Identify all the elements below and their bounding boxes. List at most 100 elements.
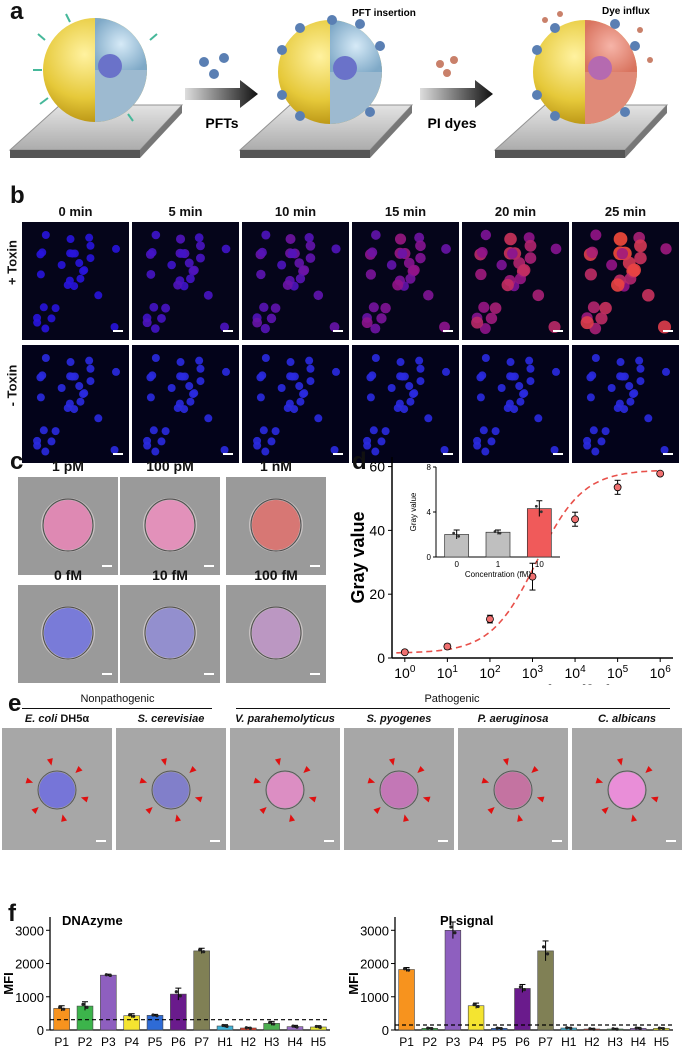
arrow-label-pi-dyes: PI dyes <box>427 115 476 131</box>
bar-P2 <box>76 1001 94 1031</box>
x-tick-label: P2 <box>422 1035 437 1048</box>
annot-pft-insertion: PFT insertion <box>352 8 416 19</box>
inset-y-label: Gray value <box>409 492 418 531</box>
organism-name: C. albicans <box>597 713 657 725</box>
y-tick-label: 60 <box>369 459 385 475</box>
scale-bar <box>666 840 676 842</box>
organism-label-5: C. albicans <box>572 713 682 725</box>
x-tick-label: 105 <box>607 664 629 681</box>
bar-H1 <box>216 1023 234 1031</box>
organism-name: S. pyogenes <box>366 713 432 725</box>
group-line-nonpathogenic <box>22 708 212 709</box>
bar-P7 <box>193 947 210 1031</box>
conc-label-bottom-1: 10 fM <box>152 567 188 583</box>
fit-curve <box>396 469 661 654</box>
cell-schematic-3 <box>493 11 669 158</box>
bar-H3 <box>263 1020 280 1031</box>
x-tick-label: P3 <box>101 1035 116 1048</box>
x-tick-label: P6 <box>515 1035 530 1048</box>
scale-bar <box>204 565 214 567</box>
bar-P5 <box>146 1013 164 1031</box>
chart-f-pi: 0 1000 2000 3000 MFI PI signal P1 P2 P3 P4 P5 P6 P7 H… <box>346 913 673 1048</box>
bar-H4 <box>630 1026 647 1031</box>
bar-P6 <box>170 987 187 1031</box>
scale-bar <box>333 453 343 455</box>
x-tick-label: 106 <box>650 664 672 681</box>
micrograph-minus-toxin-4 <box>462 345 569 463</box>
inset-y-tick: 8 <box>427 463 432 472</box>
bar-H5 <box>653 1026 670 1031</box>
chart-title: PI signal <box>440 913 493 928</box>
data-point <box>571 511 579 527</box>
inset-bar <box>444 529 470 558</box>
organism-name: V. parahemolyticus <box>235 713 335 725</box>
x-tick-label: H5 <box>654 1035 670 1048</box>
x-tick-label: P2 <box>78 1035 93 1048</box>
scale-bar <box>553 330 563 332</box>
bar-P4 <box>467 1002 485 1031</box>
time-label-5: 25 min <box>604 204 647 219</box>
chart-d: 0204060100101102103104105106Concentratio… <box>348 457 673 685</box>
x-tick-label: P1 <box>399 1035 414 1048</box>
x-tick-label: P5 <box>492 1035 507 1048</box>
organism-label-1: S. cerevisiae <box>116 713 226 725</box>
micrograph-plus-toxin-5 <box>572 222 679 340</box>
x-tick-label: H4 <box>631 1035 647 1048</box>
y-tick-label: 0 <box>382 1023 389 1038</box>
scale-bar <box>96 840 106 842</box>
arrow-label-pfts: PFTs <box>205 115 238 131</box>
y-axis-label: MFI <box>1 972 16 994</box>
scale-bar <box>663 453 673 455</box>
inset-x-tick: 0 <box>454 560 459 569</box>
scale-bar <box>324 840 334 842</box>
scale-bar <box>223 453 233 455</box>
bar-P3 <box>444 921 462 1031</box>
organism-image-5 <box>572 728 682 850</box>
chart-f-dnazyme: 0 1000 2000 3000 MFI DNAzyme P1 P2 P3 P4 P5 P6 P7 H1 H… <box>1 913 330 1048</box>
y-tick-label: 2000 <box>15 957 44 972</box>
micrograph-minus-toxin-0 <box>22 345 129 463</box>
bar-H1 <box>560 1026 577 1031</box>
scale-bar <box>102 673 112 675</box>
inset-x-tick: 10 <box>535 560 544 569</box>
scale-bar <box>113 453 123 455</box>
organism-label-3: S. pyogenes <box>344 713 454 725</box>
scale-bar <box>333 330 343 332</box>
scale-bar <box>204 673 214 675</box>
bar-H5 <box>310 1024 327 1031</box>
x-tick-label: P5 <box>148 1035 163 1048</box>
y-axis-label: Gray value <box>348 511 368 603</box>
organism-suffix: DH5α <box>57 713 90 725</box>
time-label-1: 5 min <box>168 204 203 219</box>
cell-image-bottom-0 <box>18 585 118 683</box>
cell-image-top-1 <box>120 477 220 575</box>
inset-y-tick: 4 <box>427 508 432 517</box>
chart-title: DNAzyme <box>62 913 123 928</box>
scale-bar <box>443 330 453 332</box>
bar-P2 <box>421 1026 438 1031</box>
cell-schematic-1 <box>8 13 184 158</box>
organism-label-4: P. aeruginosa <box>458 713 568 725</box>
x-tick-label: H2 <box>584 1035 600 1048</box>
cell-image-bottom-1 <box>120 585 220 683</box>
inset-x-tick: 1 <box>496 560 501 569</box>
y-tick-label: 20 <box>369 586 385 602</box>
axes: 0 1000 2000 3000 <box>15 917 330 1038</box>
conc-label-top-0: 1 pM <box>52 458 84 474</box>
x-tick-label: P3 <box>446 1035 461 1048</box>
organism-name: S. cerevisiae <box>137 713 205 725</box>
panel-a-schematic: PFTs PFT insertion PI dyes <box>8 6 669 158</box>
micrograph-plus-toxin-0 <box>22 222 129 340</box>
x-tick-label: H1 <box>217 1035 233 1048</box>
group-line-pathogenic <box>236 708 670 709</box>
time-label-3: 15 min <box>384 204 427 219</box>
bar-P5 <box>491 1026 508 1031</box>
x-tick-label: P4 <box>469 1035 484 1048</box>
scale-bar <box>223 330 233 332</box>
x-tick-label: 101 <box>437 664 459 681</box>
scale-bar <box>438 840 448 842</box>
data-point <box>656 469 665 478</box>
panel-label-a: a <box>10 0 24 25</box>
panel-label-b: b <box>10 182 25 209</box>
